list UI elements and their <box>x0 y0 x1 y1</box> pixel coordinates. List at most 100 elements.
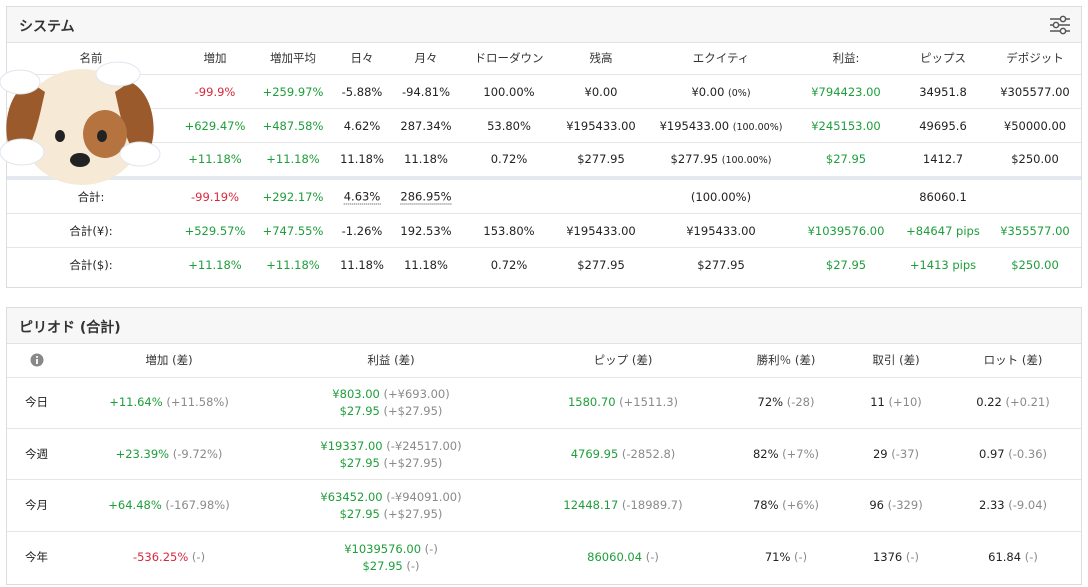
cell: ¥50000.00 <box>1003 119 1067 133</box>
cell: +259.97% <box>262 85 324 99</box>
value: 4769.95 <box>570 446 619 461</box>
row-divider <box>7 479 1081 480</box>
value: 61.84 <box>988 549 1022 564</box>
cell: ¥195433.00 <box>686 224 756 238</box>
column-header: 利益: <box>832 51 860 65</box>
cell: +1413 pips <box>909 258 977 272</box>
difference: (-37) <box>891 446 920 461</box>
settings-icon[interactable] <box>1049 15 1071 35</box>
difference: (-) <box>406 558 420 573</box>
row-label: 今日 <box>25 395 48 409</box>
cell: $250.00 <box>1011 258 1059 272</box>
system-panel: システム 名前 増加 増加平均 日々 月々 ドローダウン 残高 エクイティ 利益: ピップス デポジ… <box>6 6 1082 288</box>
cell: +487.58% <box>262 119 324 133</box>
cell: 53.80% <box>487 119 531 133</box>
cell: $277.95 <box>697 258 745 272</box>
info-icon[interactable] <box>30 353 44 367</box>
avatar-dog <box>0 61 161 185</box>
difference: (-) <box>794 549 808 564</box>
value: ¥63452.00 <box>320 490 383 504</box>
value: ¥803.00 <box>332 387 380 401</box>
cell: 1412.7 <box>922 152 964 166</box>
difference: (+$27.95) <box>383 507 443 521</box>
value: 71% <box>764 549 791 564</box>
cell: ¥245153.00 <box>811 119 881 133</box>
value: 2.33 <box>979 498 1005 512</box>
cell: 11.18% <box>404 152 448 166</box>
value: $27.95 <box>362 558 403 573</box>
value: 86060.04 <box>587 549 643 564</box>
difference: (-9.04) <box>1008 498 1047 512</box>
value: +23.39% <box>115 446 170 461</box>
row-divider <box>7 247 1081 248</box>
cell: 11 (+10) <box>870 395 922 409</box>
difference: (+0.21) <box>1005 395 1050 409</box>
title-bar: ピリオド (合計) <box>7 308 1081 344</box>
cell: ¥0.00 <box>584 85 618 99</box>
cell: 153.80% <box>483 224 535 238</box>
column-header: デポジット <box>1006 51 1064 65</box>
cell: -94.81% <box>402 85 450 99</box>
value: ¥1039576.00 <box>344 541 422 556</box>
cell: ¥1039576.00 <box>807 224 885 238</box>
row-divider <box>7 377 1081 378</box>
value: 82% <box>752 446 779 461</box>
difference: (-28) <box>786 395 815 409</box>
equity-value: $277.95 <box>670 152 719 166</box>
cell: 1580.70 (+1511.3) <box>568 395 678 409</box>
difference: (-9.72%) <box>172 446 223 461</box>
cell: -1.26% <box>341 224 383 238</box>
cell: ¥195433.00 (100.00%) <box>660 119 783 133</box>
difference: (-18989.7) <box>621 498 683 512</box>
difference: (+7%) <box>782 446 820 461</box>
value: 96 <box>869 498 884 512</box>
cell: +11.18% <box>266 152 320 166</box>
panel-title: ピリオド (合計) <box>19 320 121 336</box>
cell: (100.00%) <box>690 190 752 204</box>
difference: (-167.98%) <box>165 498 230 512</box>
cell: 12448.17 (-18989.7) <box>563 498 682 512</box>
column-header: ロット (差) <box>983 353 1043 367</box>
equity-percent: (100.00%) <box>732 122 783 133</box>
difference: (-2852.8) <box>621 446 676 461</box>
cell: +292.17% <box>262 190 324 204</box>
value: 12448.17 <box>563 498 619 512</box>
cell: +23.39% (-9.72%) <box>116 447 223 461</box>
value: ¥19337.00 <box>320 438 383 453</box>
cell: ¥19337.00 (-¥24517.00) <box>320 439 461 453</box>
cell: 78% (+6%) <box>753 498 819 512</box>
cell: +84647 pips <box>906 224 980 238</box>
column-header: 利益 (差) <box>367 353 415 367</box>
column-header: 残高 <box>589 51 613 65</box>
difference: (+11.58%) <box>166 395 229 409</box>
cell: 49695.6 <box>919 119 967 133</box>
difference: (+1511.3) <box>619 395 679 409</box>
row-divider <box>7 108 1081 109</box>
cell: +11.18% <box>188 258 242 272</box>
value: 11 <box>870 395 885 409</box>
cell: -99.9% <box>194 85 236 99</box>
cell: -5.88% <box>341 85 383 99</box>
difference: (-0.36) <box>1008 446 1047 461</box>
cell: +64.48% (-167.98%) <box>108 498 229 512</box>
cell: 2.33 (-9.04) <box>979 498 1047 512</box>
value: 1376 <box>872 549 903 564</box>
cell: ¥305577.00 <box>1000 85 1070 99</box>
cell: ¥803.00 (+¥693.00) <box>332 387 449 401</box>
value: +64.48% <box>108 498 162 512</box>
cell: 34951.8 <box>919 85 967 99</box>
cell: $27.95 (+$27.95) <box>340 456 443 470</box>
panel-title: システム <box>19 19 75 35</box>
cell: 1376 (-) <box>873 550 919 564</box>
row-label: 今週 <box>25 446 48 461</box>
cell: +529.57% <box>184 224 246 238</box>
cell: 287.34% <box>400 119 452 133</box>
difference: (-329) <box>887 498 923 512</box>
difference: (+6%) <box>782 498 820 512</box>
row-label: 合計($): <box>69 258 113 272</box>
cell: 86060.1 <box>919 190 967 204</box>
difference: (-) <box>645 549 659 564</box>
cell: $27.95 (+$27.95) <box>340 507 443 521</box>
column-header: 増加平均 <box>270 51 316 65</box>
